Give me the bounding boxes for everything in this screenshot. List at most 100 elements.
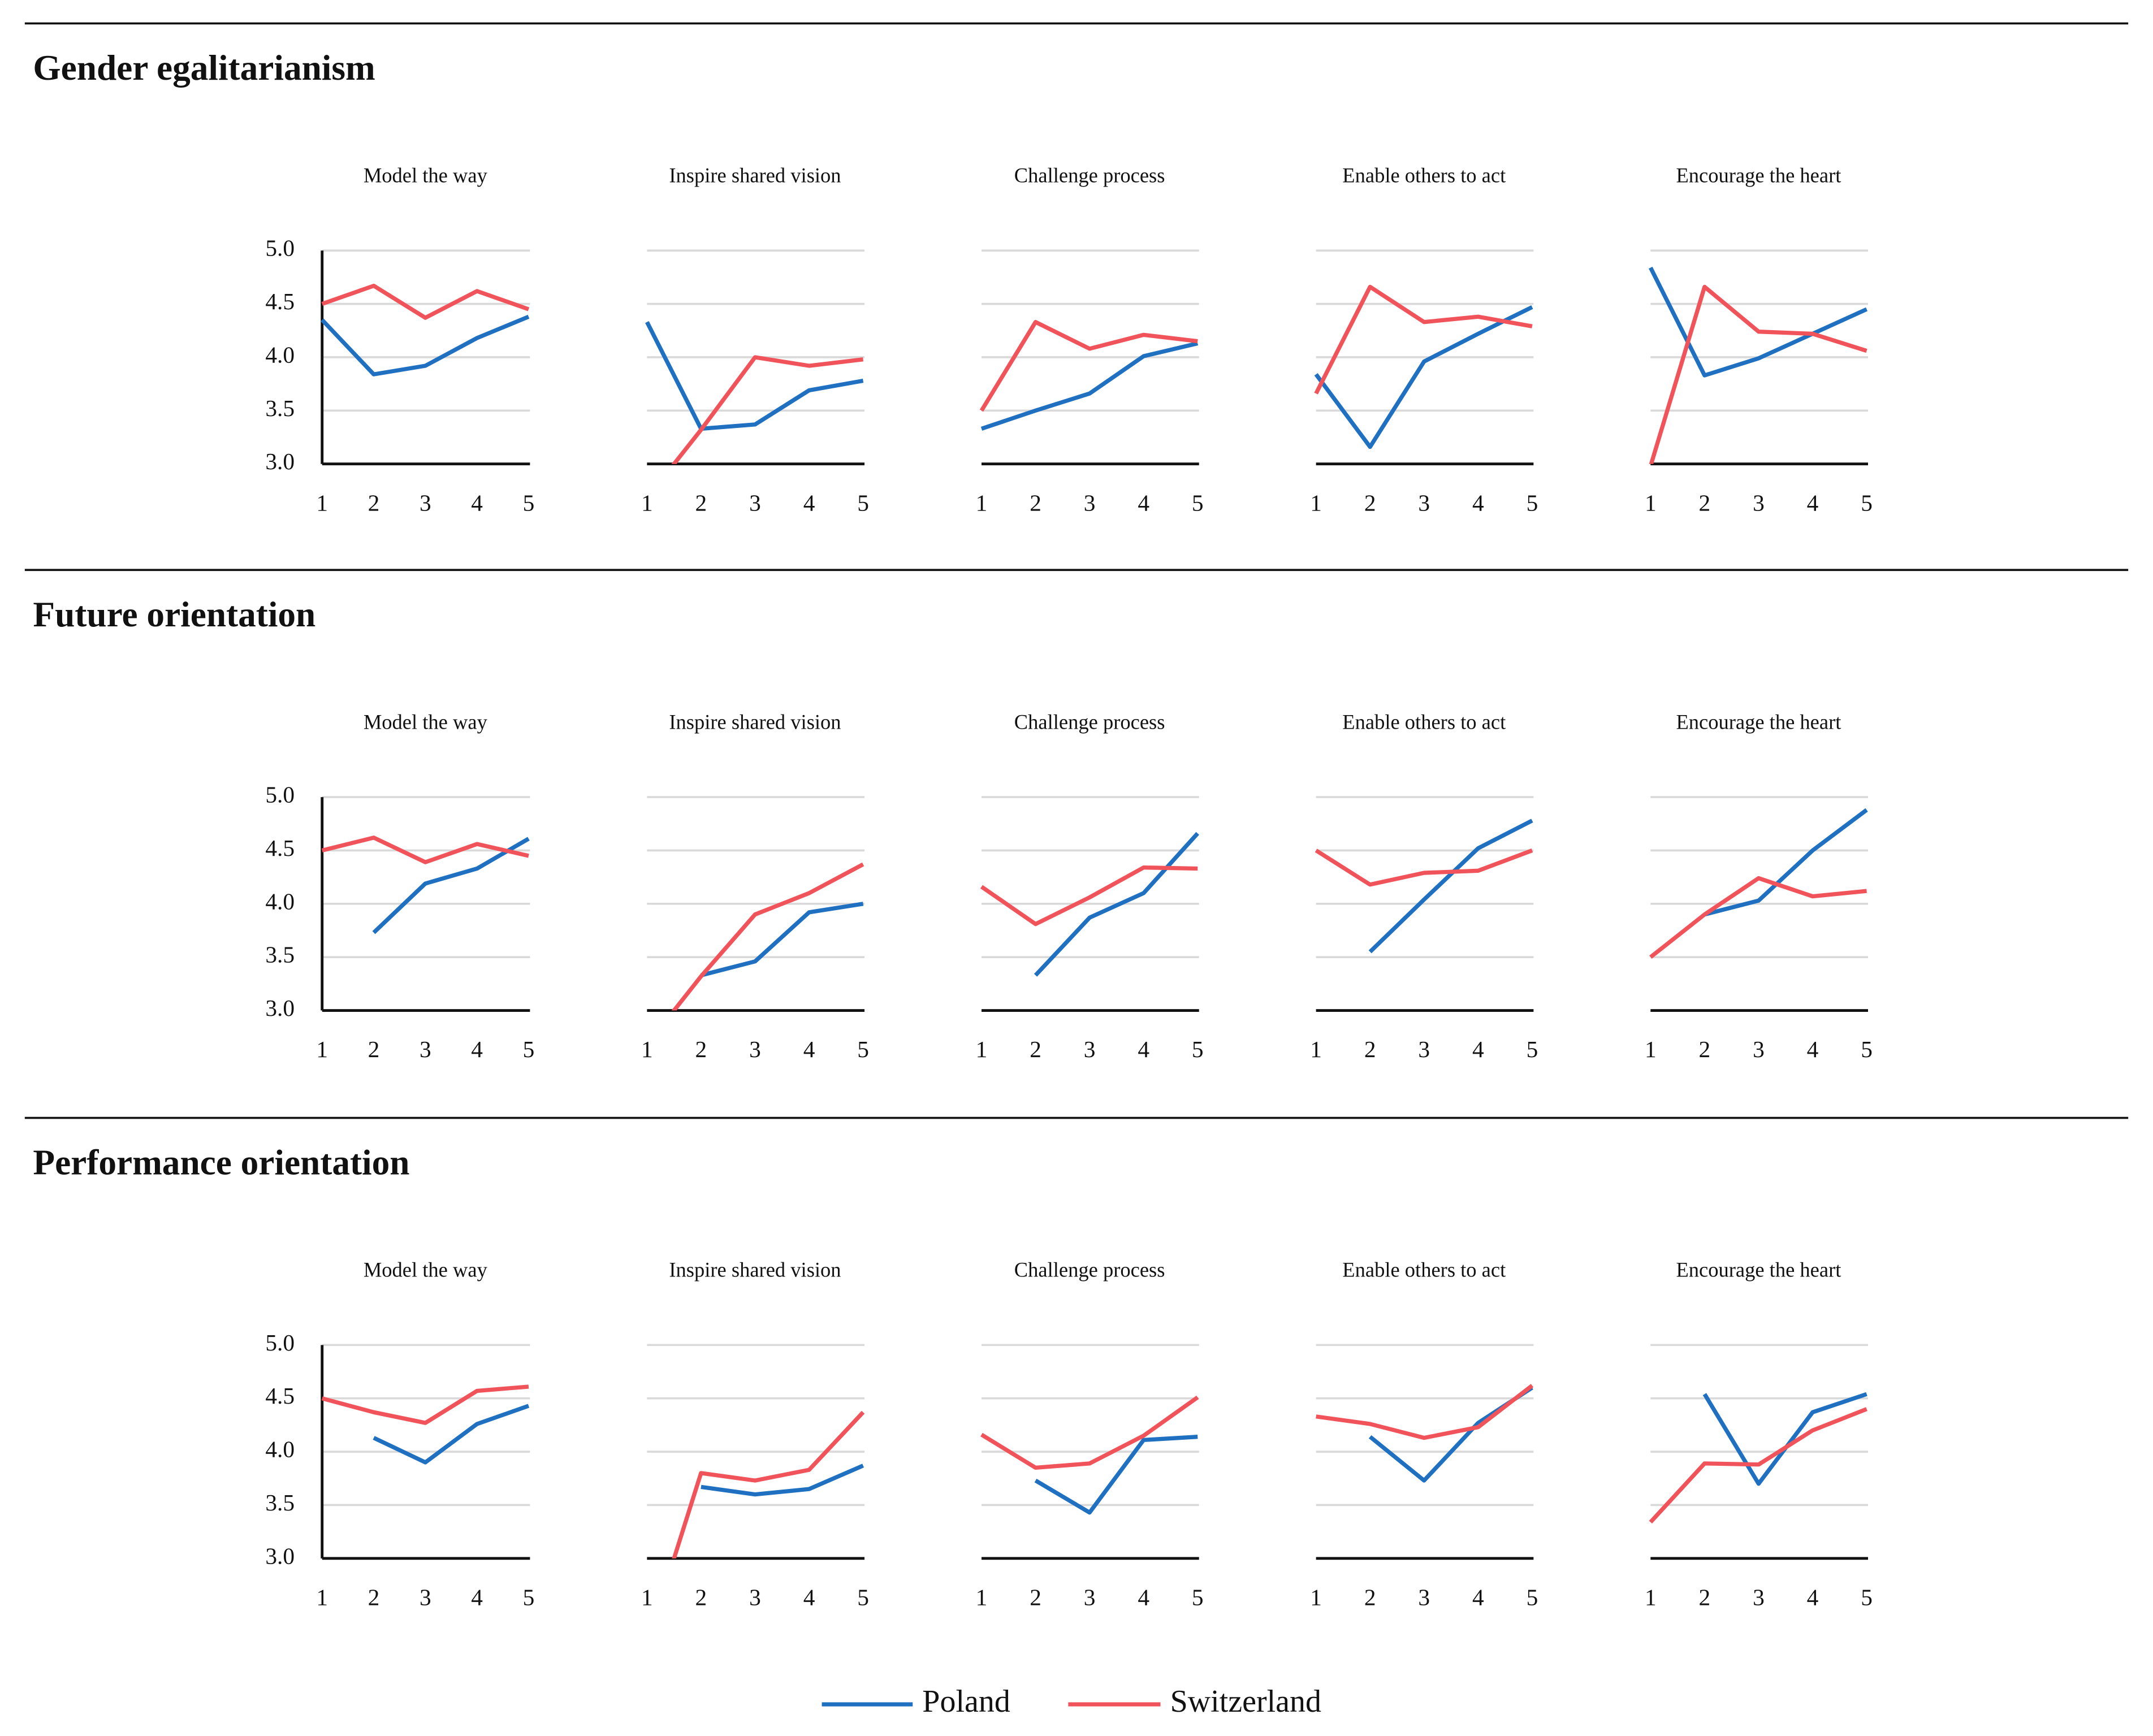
x-tick-label: 4 [471, 1036, 483, 1062]
series-line [980, 1395, 1199, 1470]
y-tick-label: 4.0 [265, 341, 295, 367]
y-tick-label: 3.5 [265, 1490, 295, 1516]
y-tick-label: 3.0 [265, 1543, 295, 1569]
x-tick-label: 4 [803, 1036, 815, 1062]
chart-title: Enable others to act [1342, 710, 1506, 733]
series-line [321, 283, 530, 320]
y-tick-label: 5.0 [265, 782, 295, 808]
series-line [1649, 284, 1867, 464]
series-line [979, 320, 1198, 412]
chart: Encourage the heart 1 2 3 4 5 [1645, 710, 1873, 1062]
legend-label: Switzerland [1170, 1684, 1321, 1719]
series-line [1702, 1392, 1867, 1486]
x-tick-label: 2 [1364, 1036, 1376, 1062]
x-tick-label: 1 [976, 490, 988, 516]
x-tick-label: 1 [641, 490, 653, 516]
x-tick-label: 3 [749, 1584, 761, 1610]
x-tick-label: 5 [857, 1584, 869, 1610]
y-tick-label: 4.0 [265, 888, 295, 914]
x-tick-label: 5 [1861, 1036, 1873, 1062]
x-tick-label: 1 [316, 490, 328, 516]
x-tick-label: 3 [1753, 490, 1765, 516]
x-tick-label: 5 [1192, 1584, 1204, 1610]
series-line [1315, 848, 1533, 887]
x-tick-label: 3 [1084, 1036, 1096, 1062]
x-tick-label: 5 [857, 1036, 869, 1062]
x-tick-label: 3 [1418, 1036, 1430, 1062]
series-line [1316, 1384, 1534, 1440]
chart-title: Inspire shared vision [669, 710, 841, 733]
x-tick-label: 5 [1192, 1036, 1204, 1062]
chart: Model the way 3.0 3.5 4.0 4.5 5.0 1 2 3 4 5 [265, 710, 534, 1062]
x-tick-label: 2 [1699, 1584, 1711, 1610]
x-tick-label: 4 [1138, 1584, 1149, 1610]
x-tick-label: 1 [976, 1584, 988, 1610]
y-tick-label: 3.5 [265, 395, 295, 421]
chart: Inspire shared vision 1 2 3 4 5 [641, 1258, 869, 1611]
chart: Model the way 3.0 3.5 4.0 4.5 5.0 1 2 3 4 5 [265, 1258, 534, 1611]
series-line [373, 1404, 530, 1465]
x-tick-label: 1 [1310, 1584, 1322, 1610]
x-tick-label: 3 [749, 1036, 761, 1062]
chart: Challenge process 1 2 3 4 5 [976, 1258, 1204, 1611]
x-tick-label: 5 [857, 490, 869, 516]
section-title: Performance orientation [33, 1142, 409, 1182]
y-tick-label: 4.5 [265, 1383, 295, 1409]
x-tick-label: 4 [1807, 490, 1819, 516]
x-tick-label: 2 [1364, 490, 1376, 516]
chart: Enable others to act 1 2 3 4 5 [1310, 164, 1538, 516]
x-tick-label: 4 [1807, 1036, 1819, 1062]
x-tick-label: 3 [1084, 490, 1096, 516]
x-tick-label: 1 [316, 1584, 328, 1610]
chart-title: Inspire shared vision [669, 1258, 841, 1282]
x-tick-label: 2 [1699, 490, 1711, 516]
section-title: Future orientation [33, 595, 315, 634]
x-tick-label: 4 [803, 490, 815, 516]
chart-title: Model the way [364, 164, 488, 187]
series-line [372, 837, 530, 934]
series-line [321, 314, 530, 376]
legend-label: Poland [922, 1684, 1010, 1719]
series-line [1034, 832, 1199, 977]
series-line [321, 835, 529, 864]
x-tick-label: 5 [523, 490, 535, 516]
y-tick-label: 5.0 [265, 1330, 295, 1356]
series-line [1034, 1435, 1198, 1515]
x-tick-label: 4 [1138, 490, 1149, 516]
series-line [701, 902, 864, 977]
x-tick-label: 1 [641, 1036, 653, 1062]
y-tick-label: 3.5 [265, 942, 295, 968]
y-tick-label: 3.0 [265, 995, 295, 1021]
x-tick-label: 2 [1699, 1036, 1711, 1062]
x-tick-label: 3 [420, 490, 431, 516]
x-tick-label: 4 [1472, 1584, 1484, 1610]
series-line [671, 355, 864, 464]
series-line [980, 865, 1198, 927]
series-line [1649, 1407, 1867, 1524]
series-line [1314, 284, 1533, 395]
series-line [701, 1464, 864, 1497]
x-tick-label: 5 [1527, 490, 1538, 516]
x-tick-label: 2 [1030, 490, 1041, 516]
x-tick-label: 4 [1807, 1584, 1819, 1610]
x-tick-label: 5 [1527, 1584, 1538, 1610]
x-tick-label: 3 [749, 490, 761, 516]
x-tick-label: 3 [1084, 1584, 1096, 1610]
x-tick-label: 4 [1472, 490, 1484, 516]
x-tick-label: 2 [695, 1036, 707, 1062]
x-tick-label: 1 [316, 1036, 328, 1062]
chart-title: Encourage the heart [1676, 1258, 1841, 1282]
y-tick-label: 4.5 [265, 835, 295, 861]
series-line [1649, 876, 1867, 959]
series-line [1368, 819, 1533, 954]
y-tick-label: 5.0 [265, 235, 295, 261]
chart: Encourage the heart 1 2 3 4 5 [1645, 1258, 1873, 1611]
x-tick-label: 1 [976, 1036, 988, 1062]
x-tick-label: 5 [1861, 1584, 1873, 1610]
chart: Inspire shared vision 1 2 3 4 5 [641, 164, 869, 516]
x-tick-label: 4 [803, 1584, 815, 1610]
x-tick-label: 2 [1030, 1036, 1041, 1062]
chart-title: Challenge process [1014, 164, 1165, 187]
